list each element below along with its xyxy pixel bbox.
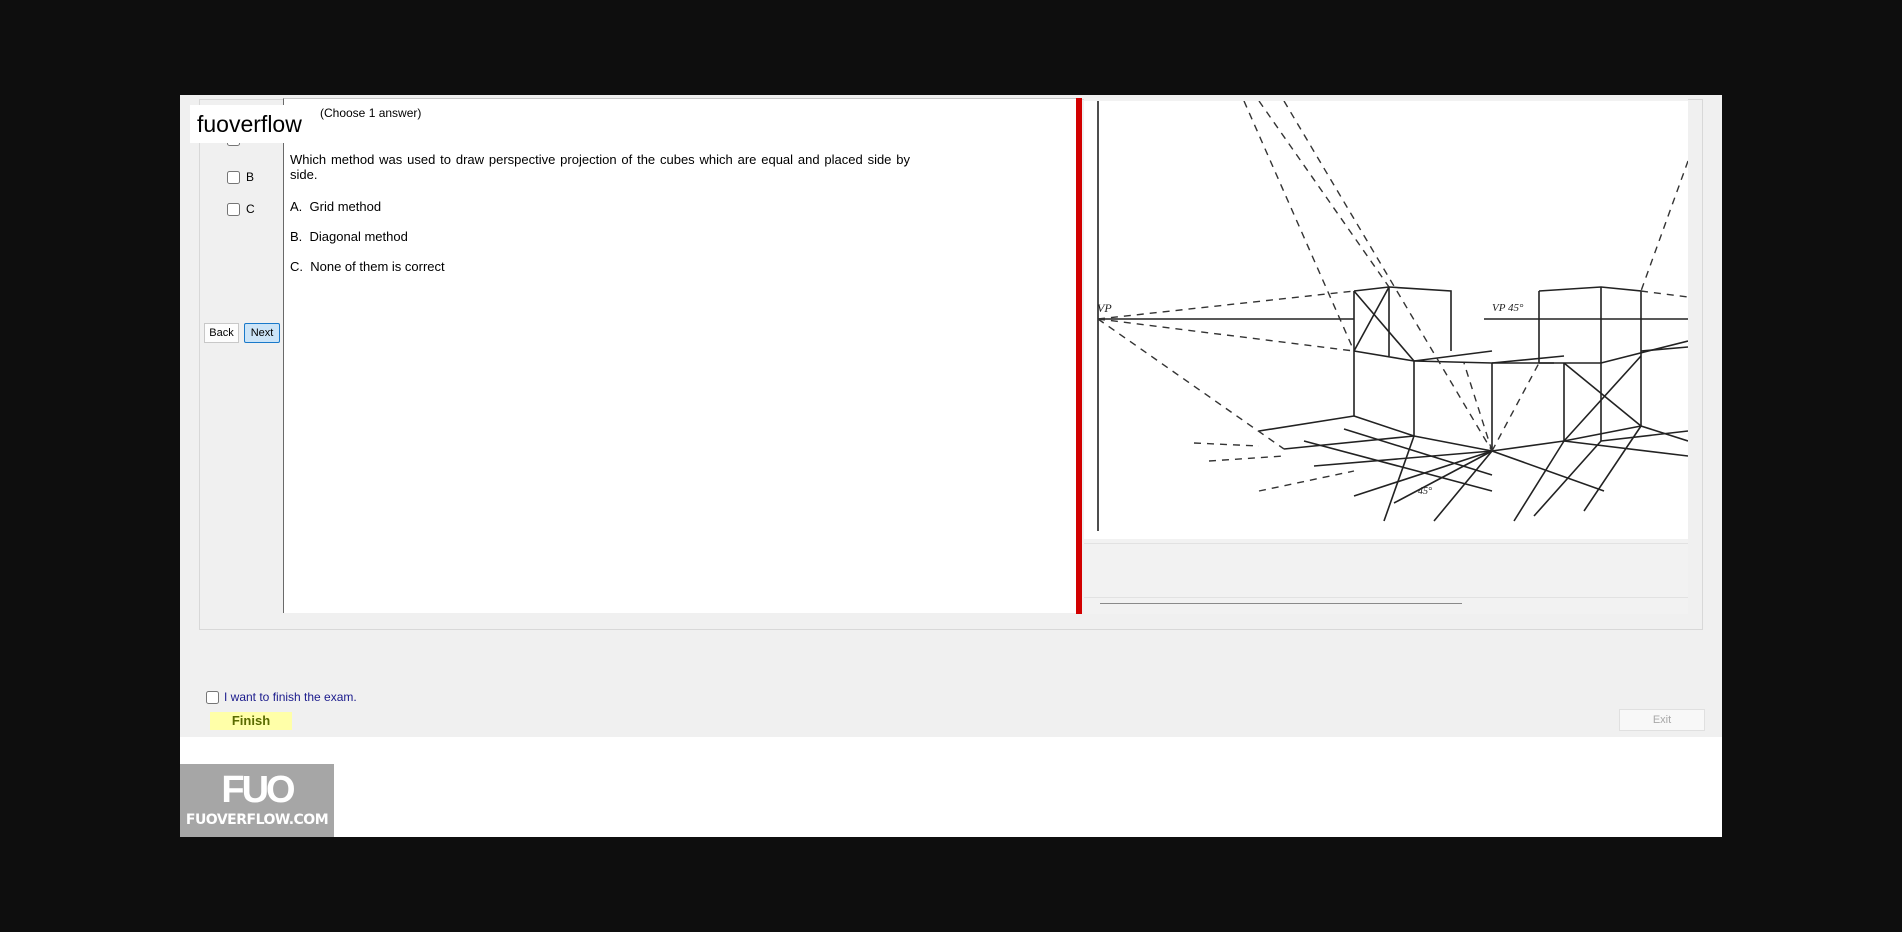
finish-button[interactable]: Finish	[210, 712, 292, 730]
question-text: Which method was used to draw perspectiv…	[290, 152, 910, 182]
choice-c-checkbox[interactable]	[227, 202, 240, 216]
exam-window: A B C Back Next (Choose 1 answer) Which …	[180, 95, 1722, 837]
figure-label-vp-right: VP 45°	[1492, 302, 1524, 314]
figure-label-vp-left: VP	[1097, 301, 1112, 315]
watermark-logo: fuoverflow	[190, 105, 315, 143]
choice-b-label: B	[246, 170, 255, 184]
finish-confirm-label: I want to finish the exam.	[224, 690, 357, 704]
horizontal-scrollbar[interactable]	[1100, 603, 1462, 604]
brand-mark: FUO	[221, 769, 295, 811]
choice-c-label: C	[246, 202, 255, 216]
next-button[interactable]: Next	[244, 323, 280, 343]
perspective-drawing	[1097, 101, 1688, 531]
page-footer	[180, 737, 1722, 837]
question-instruction: (Choose 1 answer)	[320, 106, 422, 120]
finish-confirm[interactable]: I want to finish the exam.	[206, 690, 357, 704]
brand-logo: FUO FUOVERFLOW.COM	[180, 764, 334, 837]
image-panel: VP VP 45° 45°	[1084, 98, 1688, 614]
option-a-text: Grid method	[309, 199, 382, 214]
exit-button[interactable]: Exit	[1619, 709, 1705, 731]
question-panel: (Choose 1 answer) Which method was used …	[283, 98, 1077, 613]
option-a: A. Grid method	[290, 199, 381, 214]
back-button[interactable]: Back	[204, 323, 239, 343]
choice-b-checkbox[interactable]	[227, 170, 240, 184]
option-b-letter: B.	[290, 229, 303, 244]
option-b: B. Diagonal method	[290, 229, 408, 244]
finish-confirm-checkbox[interactable]	[206, 690, 219, 704]
brand-url: FUOVERFLOW.COM	[185, 812, 329, 828]
option-c: C. None of them is correct	[290, 259, 445, 274]
option-a-letter: A.	[290, 199, 303, 214]
image-caption-area	[1084, 543, 1688, 598]
figure-label-angle: 45°	[1418, 486, 1432, 497]
option-b-text: Diagonal method	[309, 229, 408, 244]
panel-splitter[interactable]	[1076, 98, 1082, 614]
choice-b[interactable]: B	[227, 168, 254, 186]
option-c-letter: C.	[290, 259, 303, 274]
choice-c[interactable]: C	[227, 200, 255, 218]
option-c-text: None of them is correct	[310, 259, 445, 274]
question-figure: VP VP 45° 45°	[1084, 101, 1688, 539]
